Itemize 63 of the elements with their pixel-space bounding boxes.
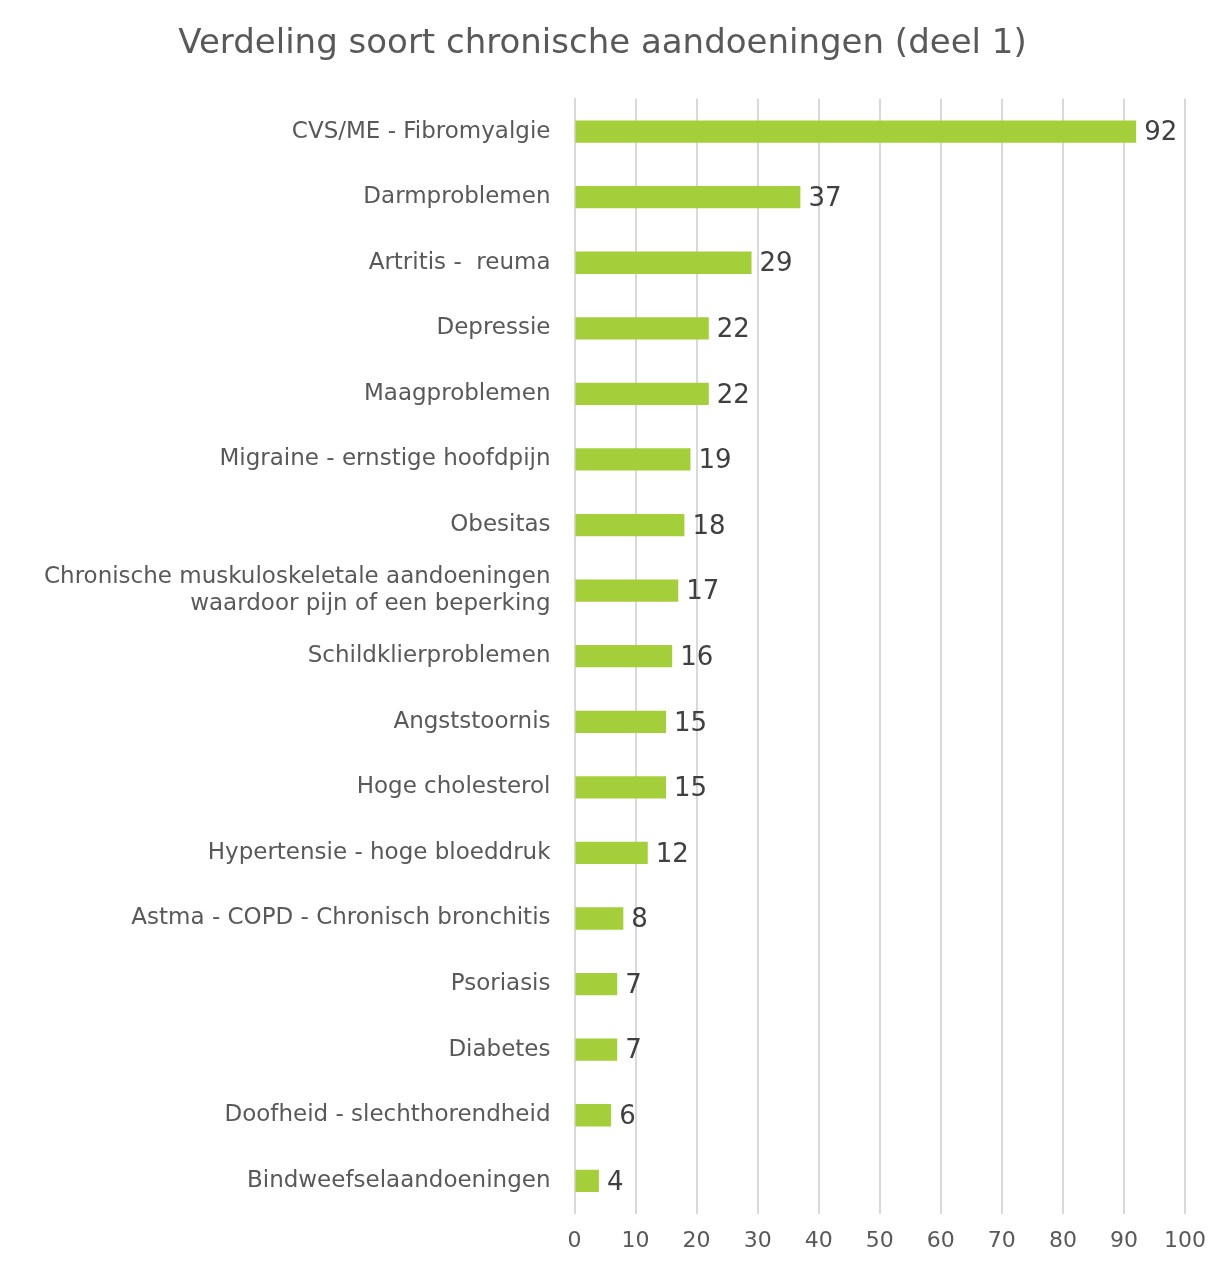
data-label: 6 xyxy=(619,1099,636,1130)
y-tick-label: Migraine - ernstige hoofdpijn xyxy=(219,444,551,471)
data-label: 7 xyxy=(625,968,642,999)
data-label: 22 xyxy=(716,378,750,409)
x-tick-label: 0 xyxy=(567,1226,582,1252)
bar xyxy=(575,972,618,996)
y-tick-label: Darmproblemen xyxy=(363,182,551,209)
bar xyxy=(575,907,624,930)
x-tick-label: 90 xyxy=(1109,1226,1138,1252)
x-tick-label: 80 xyxy=(1048,1226,1077,1252)
data-label: 15 xyxy=(674,772,708,803)
bar xyxy=(575,120,1137,143)
bar xyxy=(575,382,709,406)
x-tick-label: 70 xyxy=(987,1226,1016,1252)
y-tick-label: Hoge cholesterol xyxy=(356,772,551,799)
bar xyxy=(575,1038,618,1061)
x-tick-label: 40 xyxy=(804,1226,833,1252)
data-label: 22 xyxy=(716,313,750,344)
bar xyxy=(575,448,691,471)
y-tick-label: Depressie xyxy=(436,313,551,340)
data-label: 19 xyxy=(698,444,732,475)
x-tick-label: 60 xyxy=(926,1226,955,1252)
y-tick-label: Bindweefselaandoeningen xyxy=(246,1165,551,1192)
y-tick-label: Hypertensie - hoge bloeddruk xyxy=(207,837,552,864)
bar xyxy=(575,1104,612,1127)
x-tick-label: 50 xyxy=(865,1226,894,1252)
y-tick-label: Psoriasis xyxy=(450,969,551,996)
data-label: 4 xyxy=(606,1165,624,1196)
data-label: 29 xyxy=(759,247,793,278)
bar xyxy=(575,186,801,209)
bar xyxy=(575,579,679,602)
y-tick-label: Doofheid - slechthorendheid xyxy=(224,1100,551,1127)
data-label: 17 xyxy=(686,575,720,606)
y-tick-label: Obesitas xyxy=(450,510,551,537)
data-label: 16 xyxy=(680,640,714,671)
data-label: 7 xyxy=(625,1034,642,1065)
data-label: 37 xyxy=(808,181,842,212)
y-tick-label: Angststoornis xyxy=(393,706,551,733)
x-tick-label: 10 xyxy=(621,1226,650,1252)
bar xyxy=(575,317,709,340)
data-label: 15 xyxy=(674,706,708,737)
x-tick-label: 20 xyxy=(682,1226,711,1252)
y-tick-label: Maagproblemen xyxy=(363,378,551,405)
data-label: 12 xyxy=(655,837,689,868)
bar xyxy=(575,841,648,865)
bar xyxy=(575,1169,599,1192)
y-tick-label: CVS/ME - Fibromyalgie xyxy=(291,116,551,143)
data-label: 8 xyxy=(631,903,648,934)
bar xyxy=(575,513,685,537)
bar xyxy=(575,710,667,733)
bar xyxy=(575,251,752,274)
x-tick-label: 100 xyxy=(1164,1226,1206,1252)
y-tick-label: Artritis - reuma xyxy=(368,247,551,274)
y-tick-label: Chronische muskuloskeletale aandoeningen waardoor pijn of een beperking xyxy=(43,561,551,616)
y-tick-label: Astma - COPD - Chronisch bronchitis xyxy=(131,903,551,930)
data-label: 18 xyxy=(692,509,726,540)
bar xyxy=(575,776,667,799)
chart-title: Verdeling soort chronische aandoeningen (deel 1) xyxy=(178,21,1027,62)
y-tick-label: Schildklierproblemen xyxy=(307,641,551,668)
y-tick-label: Diabetes xyxy=(448,1034,551,1061)
x-tick-label: 30 xyxy=(743,1226,772,1252)
data-label: 92 xyxy=(1144,116,1178,147)
bar xyxy=(575,645,673,668)
